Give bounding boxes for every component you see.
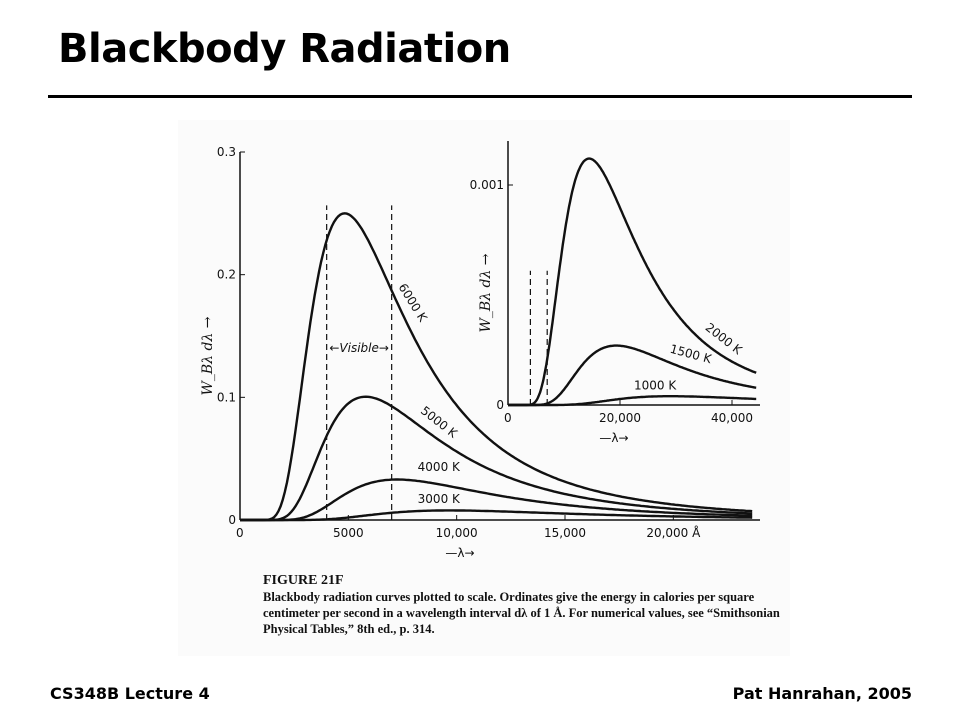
footer-course: CS348B Lecture 4 bbox=[50, 684, 210, 703]
y-tick-label: 0.2 bbox=[217, 268, 236, 282]
series-label: 6000 K bbox=[396, 281, 431, 325]
series-label: 5000 K bbox=[418, 403, 461, 441]
x-tick-label: 0 bbox=[504, 411, 512, 425]
x-axis-label: —λ→ bbox=[599, 431, 628, 445]
y-tick-label: 0.1 bbox=[217, 390, 236, 404]
x-tick-label: 10,000 bbox=[436, 526, 478, 540]
x-tick-label: 40,000 bbox=[711, 411, 753, 425]
figure-caption: FIGURE 21F Blackbody radiation curves pl… bbox=[263, 573, 783, 637]
caption-text: Blackbody radiation curves plotted to sc… bbox=[263, 590, 780, 636]
footer-author: Pat Hanrahan, 2005 bbox=[732, 684, 912, 703]
series-line-4000k bbox=[240, 478, 753, 522]
y-axis-label: W_Bλ dλ → bbox=[478, 253, 494, 332]
x-tick-label: 0 bbox=[236, 526, 244, 540]
x-tick-label: 20,000 Å bbox=[646, 525, 701, 540]
series-label: 4000 K bbox=[418, 460, 461, 474]
scanned-figure bbox=[178, 120, 790, 656]
y-tick-label: 0 bbox=[228, 513, 236, 527]
series-line-3000k bbox=[240, 509, 753, 522]
x-axis-label: —λ→ bbox=[445, 546, 474, 560]
series-line-5000k bbox=[240, 395, 753, 522]
series-line-1500k bbox=[508, 344, 757, 407]
series-label: 1000 K bbox=[634, 379, 677, 393]
series-label: 3000 K bbox=[418, 492, 461, 506]
visible-band-label: ←Visible→ bbox=[329, 341, 389, 355]
y-tick-label: 0.001 bbox=[470, 178, 504, 192]
y-tick-label: 0 bbox=[496, 398, 504, 412]
x-tick-label: 15,000 bbox=[544, 526, 586, 540]
y-axis-label: W_Bλ dλ → bbox=[200, 316, 216, 395]
series-line-6000k bbox=[240, 212, 753, 522]
series-line-1000k bbox=[508, 395, 757, 407]
figure-label: FIGURE 21F bbox=[263, 573, 344, 588]
series-line-2000k bbox=[508, 157, 757, 407]
y-tick-label: 0.3 bbox=[217, 145, 236, 159]
x-tick-label: 5000 bbox=[333, 526, 364, 540]
title-divider bbox=[48, 95, 912, 98]
slide-title: Blackbody Radiation bbox=[58, 26, 511, 72]
x-tick-label: 20,000 bbox=[599, 411, 641, 425]
